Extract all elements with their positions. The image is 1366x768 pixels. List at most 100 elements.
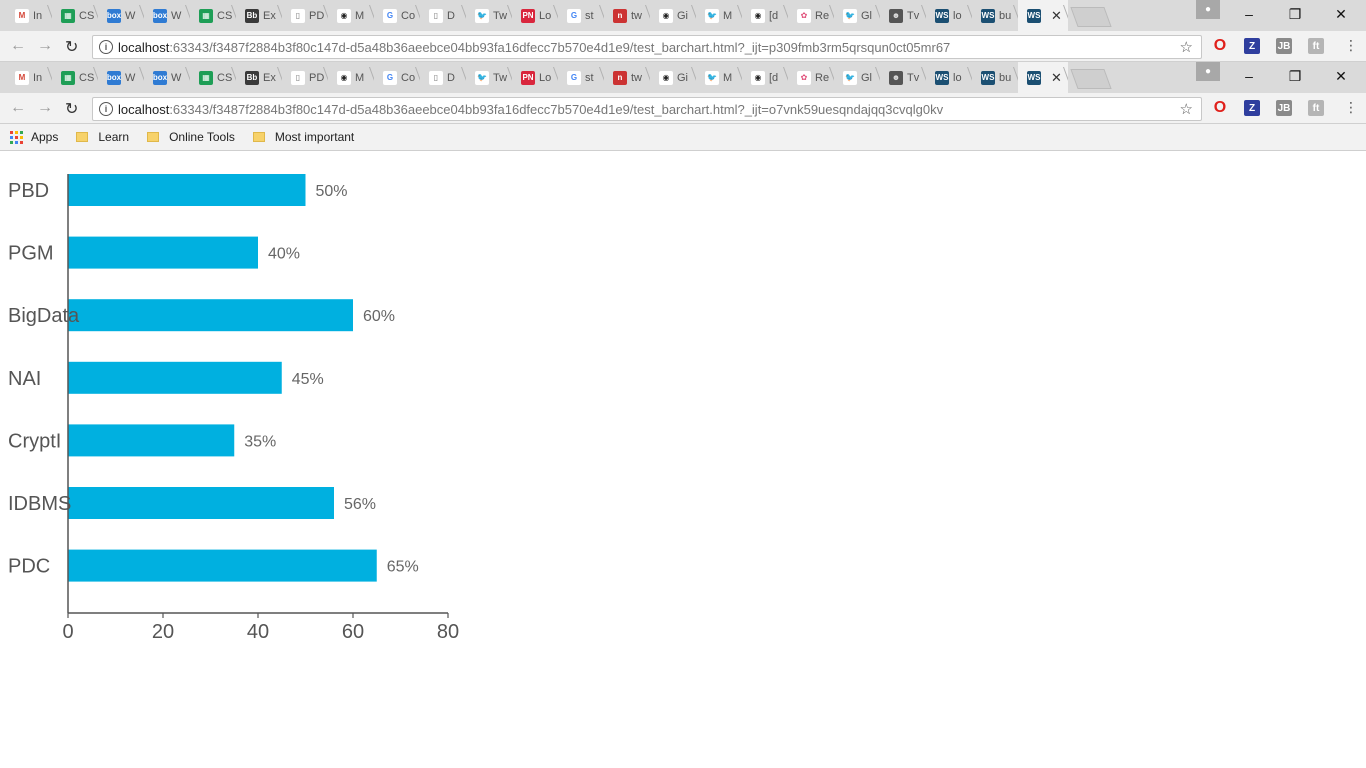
browser-tab[interactable]: Bb Ex bbox=[236, 0, 282, 31]
value-label: 40% bbox=[268, 246, 300, 263]
reload-icon[interactable]: ↻ bbox=[65, 101, 79, 118]
new-tab-button[interactable] bbox=[1070, 7, 1112, 27]
browser-tab[interactable]: ▯ D bbox=[420, 0, 466, 31]
profile-icon[interactable]: ● bbox=[1196, 0, 1220, 19]
favicon-icon: ◉ bbox=[659, 8, 673, 23]
browser-tab[interactable]: ▦ CS bbox=[190, 0, 236, 31]
x-tick-label: 40 bbox=[247, 621, 269, 643]
bookmark-learn[interactable]: Learn bbox=[76, 130, 129, 144]
browser-tab[interactable]: ✿ Re bbox=[788, 0, 834, 31]
browser-tab[interactable]: M In bbox=[6, 62, 52, 93]
browser-tab[interactable]: ◉ M bbox=[328, 0, 374, 31]
address-bar[interactable]: i localhost:63343/f3487f2884b3f80c147d-d… bbox=[92, 97, 1202, 121]
opera-icon[interactable]: O bbox=[1213, 37, 1227, 54]
browser-tab[interactable]: M In bbox=[6, 0, 52, 31]
tab-close-icon[interactable]: ✕ bbox=[1051, 69, 1062, 85]
browser-tab[interactable]: ◉ [d bbox=[742, 62, 788, 93]
browser-tab[interactable]: 🐦 Tw bbox=[466, 62, 512, 93]
close-button[interactable]: ✕ bbox=[1335, 5, 1347, 22]
browser-tab[interactable]: 🐦 M bbox=[696, 0, 742, 31]
browser-tab[interactable]: ▯ PD bbox=[282, 0, 328, 31]
browser-tab[interactable]: ▦ CS bbox=[52, 0, 98, 31]
reload-icon[interactable]: ↻ bbox=[65, 39, 79, 56]
browser-tab[interactable]: ▦ CS bbox=[52, 62, 98, 93]
minimize-button[interactable]: – bbox=[1245, 6, 1253, 22]
jetbrains-icon[interactable]: JB bbox=[1276, 100, 1292, 116]
browser-tab[interactable]: PN Lo bbox=[512, 62, 558, 93]
favicon-icon: G bbox=[567, 8, 581, 23]
browser-tab[interactable]: ☻ Tv bbox=[880, 62, 926, 93]
browser-tab[interactable]: ☻ Tv bbox=[880, 0, 926, 31]
browser-tab[interactable]: PN Lo bbox=[512, 0, 558, 31]
info-icon[interactable]: i bbox=[99, 102, 113, 116]
browser-tab[interactable]: 🐦 Gl bbox=[834, 0, 880, 31]
zotero-icon[interactable]: Z bbox=[1244, 38, 1260, 54]
browser-tab[interactable]: WS ✕ bbox=[1018, 0, 1068, 31]
browser-tab[interactable]: 🐦 M bbox=[696, 62, 742, 93]
bookmark-label: Learn bbox=[98, 130, 130, 144]
menu-icon[interactable]: ⋮ bbox=[1344, 99, 1358, 115]
browser-tab[interactable]: ▯ PD bbox=[282, 62, 328, 93]
browser-tab[interactable]: box W bbox=[144, 0, 190, 31]
browser-tab[interactable]: box W bbox=[98, 0, 144, 31]
profile-icon[interactable]: ● bbox=[1196, 62, 1220, 81]
opera-icon[interactable]: O bbox=[1213, 99, 1227, 116]
browser-tab[interactable]: WS bu bbox=[972, 0, 1018, 31]
close-button[interactable]: ✕ bbox=[1335, 67, 1347, 84]
browser-tab[interactable]: ✿ Re bbox=[788, 62, 834, 93]
new-tab-button[interactable] bbox=[1070, 69, 1112, 89]
tab-label: W bbox=[125, 71, 136, 84]
browser-tab[interactable]: WS bu bbox=[972, 62, 1018, 93]
browser-tab[interactable]: Bb Ex bbox=[236, 62, 282, 93]
bookmark-most-important[interactable]: Most important bbox=[252, 130, 354, 144]
minimize-button[interactable]: – bbox=[1245, 68, 1253, 84]
category-label: BigData bbox=[8, 305, 80, 327]
bookmark-online-tools[interactable]: Online Tools bbox=[147, 130, 235, 144]
browser-tab[interactable]: WS lo bbox=[926, 0, 972, 31]
menu-icon[interactable]: ⋮ bbox=[1344, 37, 1358, 53]
star-icon[interactable]: ☆ bbox=[1179, 39, 1193, 56]
tab-label: D bbox=[447, 71, 455, 84]
extension-icon[interactable]: ft bbox=[1308, 100, 1324, 116]
tab-close-icon[interactable]: ✕ bbox=[1051, 7, 1062, 23]
browser-tab[interactable]: n tw bbox=[604, 0, 650, 31]
browser-tab[interactable]: ◉ M bbox=[328, 62, 374, 93]
browser-tab[interactable]: n tw bbox=[604, 62, 650, 93]
browser-tab[interactable]: box W bbox=[144, 62, 190, 93]
back-icon[interactable]: ← bbox=[10, 99, 26, 116]
favicon-icon: ◉ bbox=[751, 8, 765, 23]
info-icon[interactable]: i bbox=[99, 40, 113, 54]
extension-icon[interactable]: ft bbox=[1308, 38, 1324, 54]
tab-label: W bbox=[125, 9, 136, 22]
star-icon[interactable]: ☆ bbox=[1179, 101, 1193, 118]
favicon-icon: ✿ bbox=[797, 70, 811, 85]
favicon-icon: 🐦 bbox=[705, 8, 719, 23]
bookmark-apps[interactable]: Apps bbox=[10, 130, 58, 144]
jetbrains-icon[interactable]: JB bbox=[1276, 38, 1292, 54]
restore-button[interactable]: ❐ bbox=[1288, 5, 1302, 22]
back-icon[interactable]: ← bbox=[10, 37, 26, 54]
browser-tab[interactable]: 🐦 Gl bbox=[834, 62, 880, 93]
browser-tab[interactable]: ◉ Gi bbox=[650, 0, 696, 31]
browser-tab[interactable]: WS ✕ bbox=[1018, 62, 1068, 93]
browser-tab[interactable]: box W bbox=[98, 62, 144, 93]
restore-button[interactable]: ❐ bbox=[1288, 67, 1302, 84]
favicon-icon: WS bbox=[1027, 8, 1041, 23]
browser-tab[interactable]: ▦ CS bbox=[190, 62, 236, 93]
favicon-icon: M bbox=[15, 8, 29, 23]
browser-tab[interactable]: G Co bbox=[374, 62, 420, 93]
browser-tab[interactable]: G Co bbox=[374, 0, 420, 31]
browser-tab[interactable]: WS lo bbox=[926, 62, 972, 93]
zotero-icon[interactable]: Z bbox=[1244, 100, 1260, 116]
browser-tab[interactable]: ◉ [d bbox=[742, 0, 788, 31]
address-bar[interactable]: i localhost:63343/f3487f2884b3f80c147d-d… bbox=[92, 35, 1202, 59]
browser-tab[interactable]: ▯ D bbox=[420, 62, 466, 93]
browser-tab[interactable]: ◉ Gi bbox=[650, 62, 696, 93]
forward-icon[interactable]: → bbox=[37, 37, 53, 54]
browser-tab[interactable]: 🐦 Tw bbox=[466, 0, 512, 31]
forward-icon[interactable]: → bbox=[37, 99, 53, 116]
